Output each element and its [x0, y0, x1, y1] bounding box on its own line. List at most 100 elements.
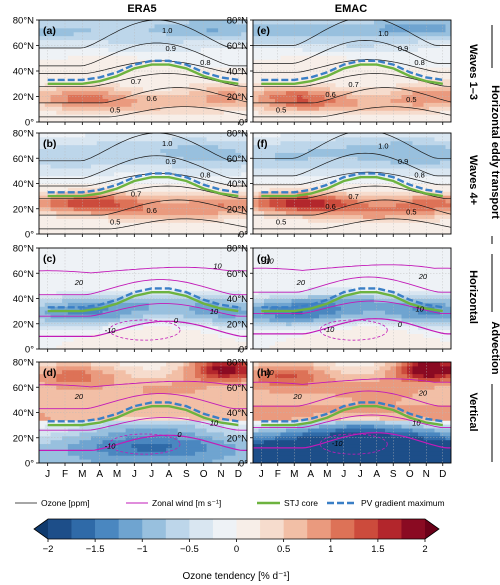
field-cell [91, 317, 98, 323]
field-cell [39, 267, 46, 272]
field-cell [114, 90, 121, 96]
field-cell [324, 90, 331, 96]
field-cell [154, 314, 161, 319]
field-cell [160, 27, 167, 33]
field-cell [241, 51, 247, 56]
field-cell [119, 82, 127, 88]
field-cell [357, 82, 364, 88]
field-cell [85, 263, 92, 268]
field-cell [189, 148, 196, 153]
field-cell [56, 98, 63, 103]
field-cell [241, 420, 247, 425]
field-cell [171, 39, 179, 45]
field-cell [166, 271, 173, 276]
field-cell [62, 218, 69, 223]
field-cell [212, 428, 219, 433]
field-cell [79, 325, 86, 331]
field-cell [291, 31, 298, 37]
field-cell [440, 106, 446, 111]
wind-contour-label: 0 [174, 316, 179, 325]
field-cell [39, 306, 46, 311]
field-cell [96, 314, 104, 319]
field-cell [39, 136, 46, 142]
field-cell [229, 230, 236, 234]
field-cell [401, 39, 408, 45]
field-cell [85, 94, 92, 99]
field-cell [62, 267, 69, 272]
field-cell [96, 282, 104, 288]
field-cell [96, 86, 104, 92]
field-cell [39, 59, 46, 64]
field-cell [143, 393, 150, 398]
field-cell [297, 90, 303, 96]
field-cell [125, 385, 132, 390]
field-cell [125, 51, 132, 56]
field-cell [39, 210, 46, 216]
field-cell [352, 55, 358, 60]
field-cell [434, 78, 441, 84]
field-cell [253, 202, 259, 208]
field-cell [56, 110, 63, 115]
field-cell [183, 298, 190, 303]
field-cell [212, 74, 219, 80]
field-cell [114, 279, 121, 284]
field-cell [212, 222, 219, 227]
tendency-field [39, 362, 247, 463]
field-cell [79, 47, 86, 52]
field-cell [379, 47, 386, 52]
field-cell [44, 171, 52, 177]
field-cell [363, 86, 369, 92]
field-cell [148, 302, 156, 307]
field-cell [114, 310, 121, 315]
field-cell [206, 23, 213, 29]
field-cell [258, 27, 265, 33]
field-cell [143, 222, 150, 227]
field-cell [148, 214, 156, 219]
y-tick-label: 20°N [227, 92, 248, 103]
field-cell [166, 451, 173, 456]
field-cell [183, 396, 190, 402]
field-cell [39, 251, 46, 257]
field-cell [218, 447, 225, 452]
field-cell [102, 279, 109, 284]
field-cell [96, 214, 104, 219]
field-cell [206, 67, 213, 72]
field-cell [73, 389, 80, 394]
field-cell [50, 148, 57, 153]
field-cell [62, 160, 69, 165]
tendency-field [39, 133, 247, 234]
field-cell [50, 424, 57, 429]
field-cell [154, 187, 161, 192]
field-cell [148, 195, 156, 200]
field-cell [62, 302, 69, 307]
field-cell [423, 86, 430, 92]
field-cell [119, 210, 127, 216]
field-cell [148, 187, 156, 192]
field-cell [85, 27, 92, 33]
field-cell [131, 443, 138, 448]
field-cell [131, 306, 138, 311]
field-cell [195, 381, 202, 386]
field-cell [302, 51, 309, 56]
field-cell [67, 202, 75, 208]
field-cell [62, 63, 69, 68]
field-cell [297, 43, 303, 48]
field-cell [148, 31, 156, 37]
field-cell [131, 218, 138, 223]
field-cell [218, 428, 225, 433]
field-cell [143, 86, 150, 92]
field-cell [148, 102, 156, 107]
field-cell [212, 67, 219, 72]
field-cell [177, 55, 184, 60]
field-cell [96, 55, 104, 60]
field-cell [108, 98, 115, 103]
field-cell [171, 156, 179, 161]
field-cell [200, 337, 208, 342]
field-cell [291, 43, 298, 48]
field-cell [183, 286, 190, 292]
field-cell [385, 39, 391, 45]
field-cell [44, 106, 52, 111]
field-cell [44, 416, 52, 421]
field-cell [50, 377, 57, 382]
field-cell [137, 86, 144, 92]
